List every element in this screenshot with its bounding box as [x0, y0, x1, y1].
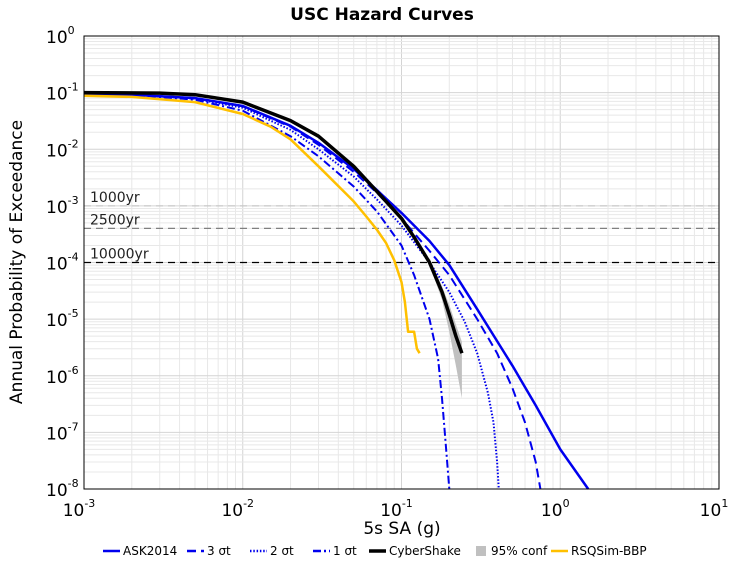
legend-label: 95% conf — [491, 544, 548, 558]
series-line — [83, 92, 590, 490]
y-tick-label: 10-5 — [46, 307, 79, 331]
reference-lines: 1000yr 2500yr 10000yr — [84, 190, 719, 264]
reference-line-label: 1000yr — [90, 190, 140, 206]
reference-line-label: 10000yr — [90, 247, 149, 263]
x-tick-label: 101 — [700, 497, 729, 521]
tick-labels: 10-3 10-2 10-1 100 101 100 10-1 10-2 10-3 10-4 10-… — [46, 24, 728, 521]
chart-title: USC Hazard Curves — [290, 5, 474, 25]
series-line — [83, 92, 451, 490]
legend-label: RSQSim-BBP — [571, 544, 647, 558]
x-axis-title: 5s SA (g) — [363, 519, 440, 539]
series-line — [83, 94, 421, 354]
legend-swatch — [476, 546, 486, 556]
plot-frame — [83, 35, 720, 490]
reference-line-label: 2500yr — [90, 212, 140, 228]
x-tick-label: 10-2 — [221, 497, 254, 521]
legend-label: CyberShake — [389, 544, 461, 558]
y-tick-label: 10-7 — [46, 420, 79, 444]
legend-label: ASK2014 — [123, 544, 177, 558]
legend-label: 3 σt — [207, 544, 231, 558]
legend-label: 1 σt — [333, 544, 357, 558]
legend-label: 2 σt — [270, 544, 294, 558]
legend: ASK2014 3 σt 2 σt 1 σt CyberShake 95% conf RSQ… — [103, 544, 647, 558]
y-tick-label: 10-4 — [46, 251, 79, 275]
series-lines — [83, 90, 590, 490]
y-tick-label: 100 — [46, 24, 75, 48]
y-axis-title: Annual Probability of Exceedance — [7, 120, 27, 404]
y-tick-label: 10-1 — [46, 81, 79, 105]
series-line — [83, 90, 464, 354]
y-tick-label: 10-2 — [46, 137, 79, 161]
y-tick-label: 10-8 — [46, 477, 79, 501]
y-tick-label: 10-6 — [46, 364, 79, 388]
x-tick-label: 10-1 — [380, 497, 413, 521]
y-tick-label: 10-3 — [46, 194, 79, 218]
x-tick-label: 10-3 — [63, 497, 96, 521]
x-tick-label: 100 — [541, 497, 570, 521]
